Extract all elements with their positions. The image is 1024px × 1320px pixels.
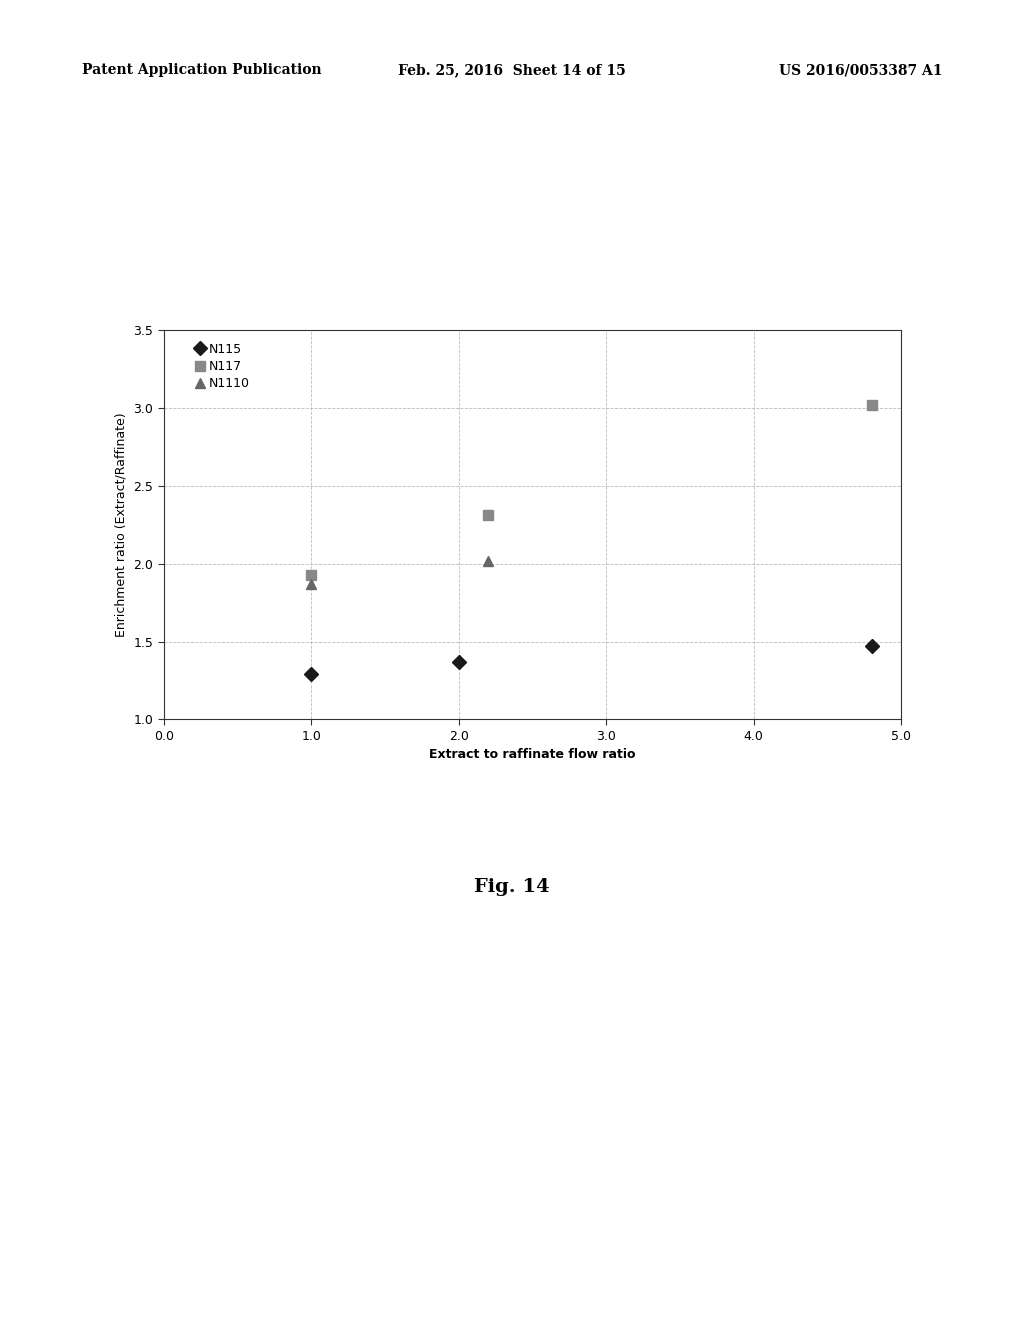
Y-axis label: Enrichment ratio (Extract/Raffinate): Enrichment ratio (Extract/Raffinate) [115, 412, 128, 638]
N1110 [305, 576, 317, 591]
Text: Feb. 25, 2016  Sheet 14 of 15: Feb. 25, 2016 Sheet 14 of 15 [398, 63, 626, 78]
Text: Patent Application Publication: Patent Application Publication [82, 63, 322, 78]
Line: N115: N115 [306, 642, 877, 678]
N117 [865, 397, 878, 413]
Legend: N115, N117, N1110: N115, N117, N1110 [193, 341, 252, 393]
Line: N1110: N1110 [306, 556, 494, 589]
N115 [453, 653, 465, 669]
N1110 [482, 553, 495, 569]
N115 [865, 639, 878, 655]
N115 [305, 667, 317, 682]
Text: US 2016/0053387 A1: US 2016/0053387 A1 [778, 63, 942, 78]
Line: N117: N117 [306, 400, 877, 579]
Text: Fig. 14: Fig. 14 [474, 878, 550, 896]
X-axis label: Extract to raffinate flow ratio: Extract to raffinate flow ratio [429, 748, 636, 762]
N117 [482, 507, 495, 523]
N117 [305, 566, 317, 582]
